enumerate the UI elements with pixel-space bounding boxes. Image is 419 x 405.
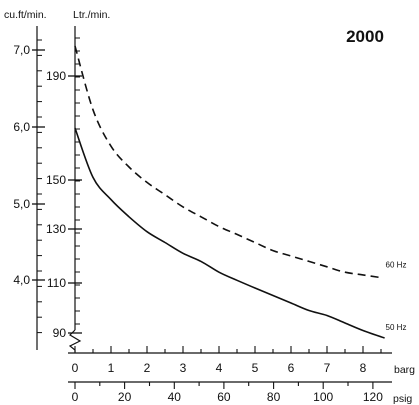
x-psig-tick-label: 120 <box>363 390 383 404</box>
series-label: 60 Hz <box>386 261 407 270</box>
x-psig-tick-label: 40 <box>168 390 182 404</box>
x-barg-axis-label: barg <box>394 364 415 376</box>
y-outer-axis-label: cu.ft/min. <box>4 9 47 21</box>
x-barg-tick-label: 0 <box>72 361 79 375</box>
y-outer-tick-label: 7,0 <box>13 43 30 57</box>
series-line-60hz <box>74 45 382 279</box>
labels-layer: 2000 cu.ft/min. Ltr./min. barg psig <box>4 9 415 405</box>
y-inner-tick-label: 90 <box>53 326 67 340</box>
x-psig-tick-label: 80 <box>267 390 281 404</box>
x-psig-tick-label: 20 <box>118 390 132 404</box>
y-outer-tick-label: 4,0 <box>13 273 30 287</box>
y-inner-tick-label: 110 <box>47 276 66 290</box>
y-inner-tick-label: 130 <box>46 222 66 236</box>
y-inner-tick-label: 190 <box>46 69 66 83</box>
y-inner-tick-label: 150 <box>46 173 66 187</box>
y-outer-tick-label: 6,0 <box>13 120 30 134</box>
series-layer: 60 Hz 50 Hz <box>74 45 407 339</box>
x-barg-tick-label: 7 <box>324 361 331 375</box>
x-barg-tick-label: 2 <box>144 361 151 375</box>
x-psig-axis-label: psig <box>393 393 412 405</box>
x-barg-tick-label: 6 <box>288 361 295 375</box>
y-outer-tick-label: 5,0 <box>13 197 30 211</box>
series-label: 50 Hz <box>386 323 407 332</box>
x-barg-tick-label: 8 <box>360 361 367 375</box>
series-line-50hz <box>74 127 385 339</box>
x-barg-tick-label: 5 <box>252 361 259 375</box>
x-barg-tick-label: 4 <box>216 361 223 375</box>
x-psig-tick-label: 100 <box>313 390 333 404</box>
y-inner-axis-label: Ltr./min. <box>73 9 110 21</box>
x-barg-tick-label: 1 <box>108 361 115 375</box>
chart-title: 2000 <box>346 27 384 46</box>
x-barg-tick-label: 3 <box>180 361 187 375</box>
x-psig-tick-label: 60 <box>217 390 231 404</box>
x-psig-tick-label: 0 <box>72 390 79 404</box>
